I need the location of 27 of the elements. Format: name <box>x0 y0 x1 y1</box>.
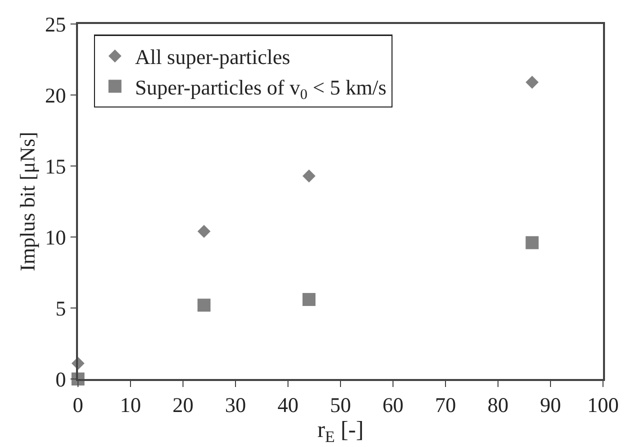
y-tick-label: 10 <box>45 225 66 250</box>
y-tick-label: 15 <box>45 154 66 178</box>
x-tick-label: 100 <box>587 392 619 417</box>
x-tick-label: 50 <box>330 392 351 417</box>
legend-label: Super-particles of v$_{0}$ < 5 km/s <box>134 75 386 103</box>
point <box>198 224 210 238</box>
x-tick-label: 0 <box>72 392 84 417</box>
x-tick-label: 60 <box>382 392 404 417</box>
x-tick-label: 70 <box>435 392 456 417</box>
legend-label: All super-particles <box>134 45 290 70</box>
x-tick-label: 40 <box>278 392 298 417</box>
point <box>302 292 316 306</box>
point <box>526 236 539 250</box>
x-tick-label: 30 <box>225 392 246 417</box>
x-tick-label: 20 <box>172 392 194 417</box>
point <box>302 169 316 182</box>
y-tick-label: 5 <box>56 296 66 320</box>
point <box>198 298 210 312</box>
x-axis-title: r$_{E}$ [-] <box>317 416 364 446</box>
y-tick-label: 0 <box>56 367 66 392</box>
y-axis-title: Implus bit [μNs] <box>16 132 40 272</box>
y-tick-label: 25 <box>45 12 66 36</box>
x-tick-label: 90 <box>540 392 561 417</box>
x-tick-label: 80 <box>488 392 508 417</box>
y-tick-label: 20 <box>45 83 66 108</box>
x-tick-label: 10 <box>120 392 141 417</box>
point <box>526 76 539 89</box>
